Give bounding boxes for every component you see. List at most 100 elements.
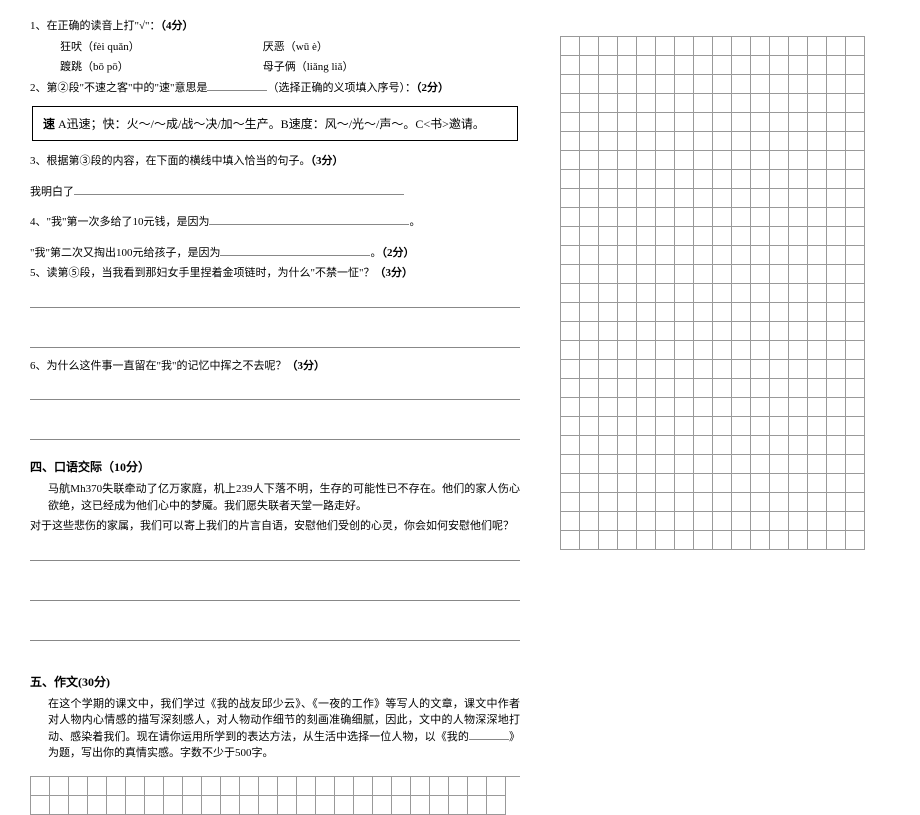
grid-cell[interactable] bbox=[713, 474, 732, 493]
grid-cell[interactable] bbox=[827, 284, 846, 303]
grid-cell[interactable] bbox=[656, 94, 675, 113]
grid-cell[interactable] bbox=[449, 777, 468, 796]
grid-cell[interactable] bbox=[808, 265, 827, 284]
grid-cell[interactable] bbox=[770, 322, 789, 341]
grid-cell[interactable] bbox=[561, 322, 580, 341]
grid-cell[interactable] bbox=[713, 436, 732, 455]
grid-cell[interactable] bbox=[713, 322, 732, 341]
grid-cell[interactable] bbox=[675, 265, 694, 284]
grid-cell[interactable] bbox=[561, 531, 580, 550]
grid-cell[interactable] bbox=[618, 360, 637, 379]
grid-cell[interactable] bbox=[846, 474, 865, 493]
grid-cell[interactable] bbox=[637, 265, 656, 284]
grid-cell[interactable] bbox=[751, 531, 770, 550]
grid-cell[interactable] bbox=[580, 208, 599, 227]
grid-cell[interactable] bbox=[637, 474, 656, 493]
grid-cell[interactable] bbox=[789, 113, 808, 132]
grid-cell[interactable] bbox=[789, 189, 808, 208]
grid-cell[interactable] bbox=[561, 512, 580, 531]
composition-grid-bottom[interactable] bbox=[30, 776, 520, 815]
grid-cell[interactable] bbox=[468, 796, 487, 815]
grid-cell[interactable] bbox=[694, 265, 713, 284]
grid-cell[interactable] bbox=[561, 455, 580, 474]
grid-cell[interactable] bbox=[561, 246, 580, 265]
grid-cell[interactable] bbox=[618, 189, 637, 208]
grid-cell[interactable] bbox=[618, 151, 637, 170]
grid-cell[interactable] bbox=[846, 246, 865, 265]
grid-cell[interactable] bbox=[637, 227, 656, 246]
grid-cell[interactable] bbox=[694, 398, 713, 417]
grid-cell[interactable] bbox=[126, 777, 145, 796]
grid-cell[interactable] bbox=[789, 398, 808, 417]
grid-cell[interactable] bbox=[694, 56, 713, 75]
grid-cell[interactable] bbox=[751, 227, 770, 246]
grid-cell[interactable] bbox=[808, 303, 827, 322]
grid-cell[interactable] bbox=[107, 777, 126, 796]
grid-cell[interactable] bbox=[846, 284, 865, 303]
sec5-blank[interactable] bbox=[469, 730, 509, 740]
grid-cell[interactable] bbox=[561, 341, 580, 360]
composition-grid-top[interactable] bbox=[560, 36, 865, 550]
grid-cell[interactable] bbox=[808, 170, 827, 189]
grid-cell[interactable] bbox=[846, 227, 865, 246]
grid-cell[interactable] bbox=[656, 436, 675, 455]
grid-cell[interactable] bbox=[694, 113, 713, 132]
grid-cell[interactable] bbox=[846, 379, 865, 398]
grid-cell[interactable] bbox=[637, 417, 656, 436]
grid-cell[interactable] bbox=[770, 227, 789, 246]
grid-cell[interactable] bbox=[846, 113, 865, 132]
grid-cell[interactable] bbox=[732, 493, 751, 512]
grid-cell[interactable] bbox=[675, 417, 694, 436]
grid-cell[interactable] bbox=[599, 113, 618, 132]
grid-cell[interactable] bbox=[713, 360, 732, 379]
grid-cell[interactable] bbox=[675, 227, 694, 246]
grid-cell[interactable] bbox=[808, 113, 827, 132]
grid-cell[interactable] bbox=[713, 303, 732, 322]
grid-cell[interactable] bbox=[240, 777, 259, 796]
grid-cell[interactable] bbox=[675, 208, 694, 227]
grid-cell[interactable] bbox=[599, 189, 618, 208]
grid-cell[interactable] bbox=[827, 265, 846, 284]
grid-cell[interactable] bbox=[183, 777, 202, 796]
grid-cell[interactable] bbox=[827, 37, 846, 56]
grid-cell[interactable] bbox=[808, 455, 827, 474]
grid-cell[interactable] bbox=[789, 303, 808, 322]
grid-cell[interactable] bbox=[297, 796, 316, 815]
grid-cell[interactable] bbox=[637, 246, 656, 265]
grid-cell[interactable] bbox=[770, 246, 789, 265]
grid-cell[interactable] bbox=[827, 132, 846, 151]
grid-cell[interactable] bbox=[808, 246, 827, 265]
grid-cell[interactable] bbox=[694, 303, 713, 322]
grid-cell[interactable] bbox=[599, 208, 618, 227]
grid-cell[interactable] bbox=[618, 56, 637, 75]
sec4-ans2[interactable] bbox=[30, 585, 520, 601]
grid-cell[interactable] bbox=[561, 208, 580, 227]
grid-cell[interactable] bbox=[789, 284, 808, 303]
grid-cell[interactable] bbox=[751, 113, 770, 132]
grid-cell[interactable] bbox=[580, 75, 599, 94]
grid-cell[interactable] bbox=[732, 227, 751, 246]
grid-cell[interactable] bbox=[827, 113, 846, 132]
grid-cell[interactable] bbox=[656, 208, 675, 227]
grid-cell[interactable] bbox=[561, 132, 580, 151]
grid-cell[interactable] bbox=[713, 75, 732, 94]
grid-cell[interactable] bbox=[751, 265, 770, 284]
grid-cell[interactable] bbox=[580, 56, 599, 75]
grid-cell[interactable] bbox=[789, 360, 808, 379]
grid-cell[interactable] bbox=[599, 398, 618, 417]
grid-cell[interactable] bbox=[732, 474, 751, 493]
grid-cell[interactable] bbox=[637, 303, 656, 322]
grid-cell[interactable] bbox=[789, 151, 808, 170]
grid-cell[interactable] bbox=[846, 493, 865, 512]
grid-cell[interactable] bbox=[808, 189, 827, 208]
grid-cell[interactable] bbox=[373, 796, 392, 815]
grid-cell[interactable] bbox=[675, 113, 694, 132]
grid-cell[interactable] bbox=[580, 436, 599, 455]
q2-blank[interactable] bbox=[207, 81, 267, 91]
grid-cell[interactable] bbox=[751, 94, 770, 113]
grid-cell[interactable] bbox=[751, 417, 770, 436]
grid-cell[interactable] bbox=[637, 132, 656, 151]
grid-cell[interactable] bbox=[827, 208, 846, 227]
grid-cell[interactable] bbox=[164, 796, 183, 815]
grid-cell[interactable] bbox=[656, 398, 675, 417]
